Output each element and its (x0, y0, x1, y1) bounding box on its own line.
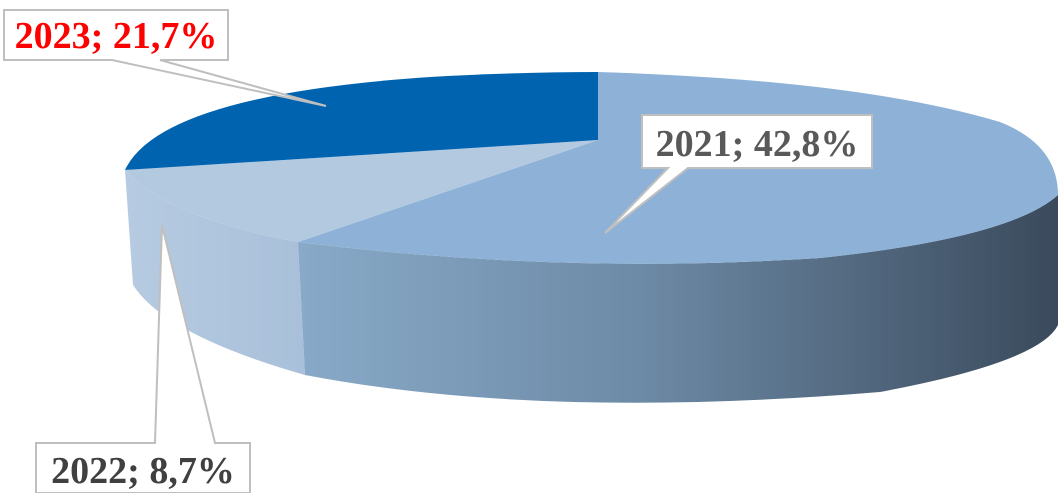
label-callout-2021 (604, 114, 873, 234)
label-text-2021: 2021; 42,8% (656, 123, 859, 165)
slice-wall-2022 (125, 170, 305, 375)
data-label-2021: 2021; 42,8% (604, 114, 873, 234)
label-callout-2023 (3, 9, 327, 107)
label-text-2022: 2022; 8,7% (51, 450, 235, 492)
data-label-2023: 2023; 21,7% (3, 9, 327, 107)
slice-top-2023 (125, 72, 598, 170)
label-text-2023: 2023; 21,7% (15, 15, 218, 57)
slice-wall-2021 (298, 195, 1058, 403)
slice-top-2022 (125, 140, 598, 242)
